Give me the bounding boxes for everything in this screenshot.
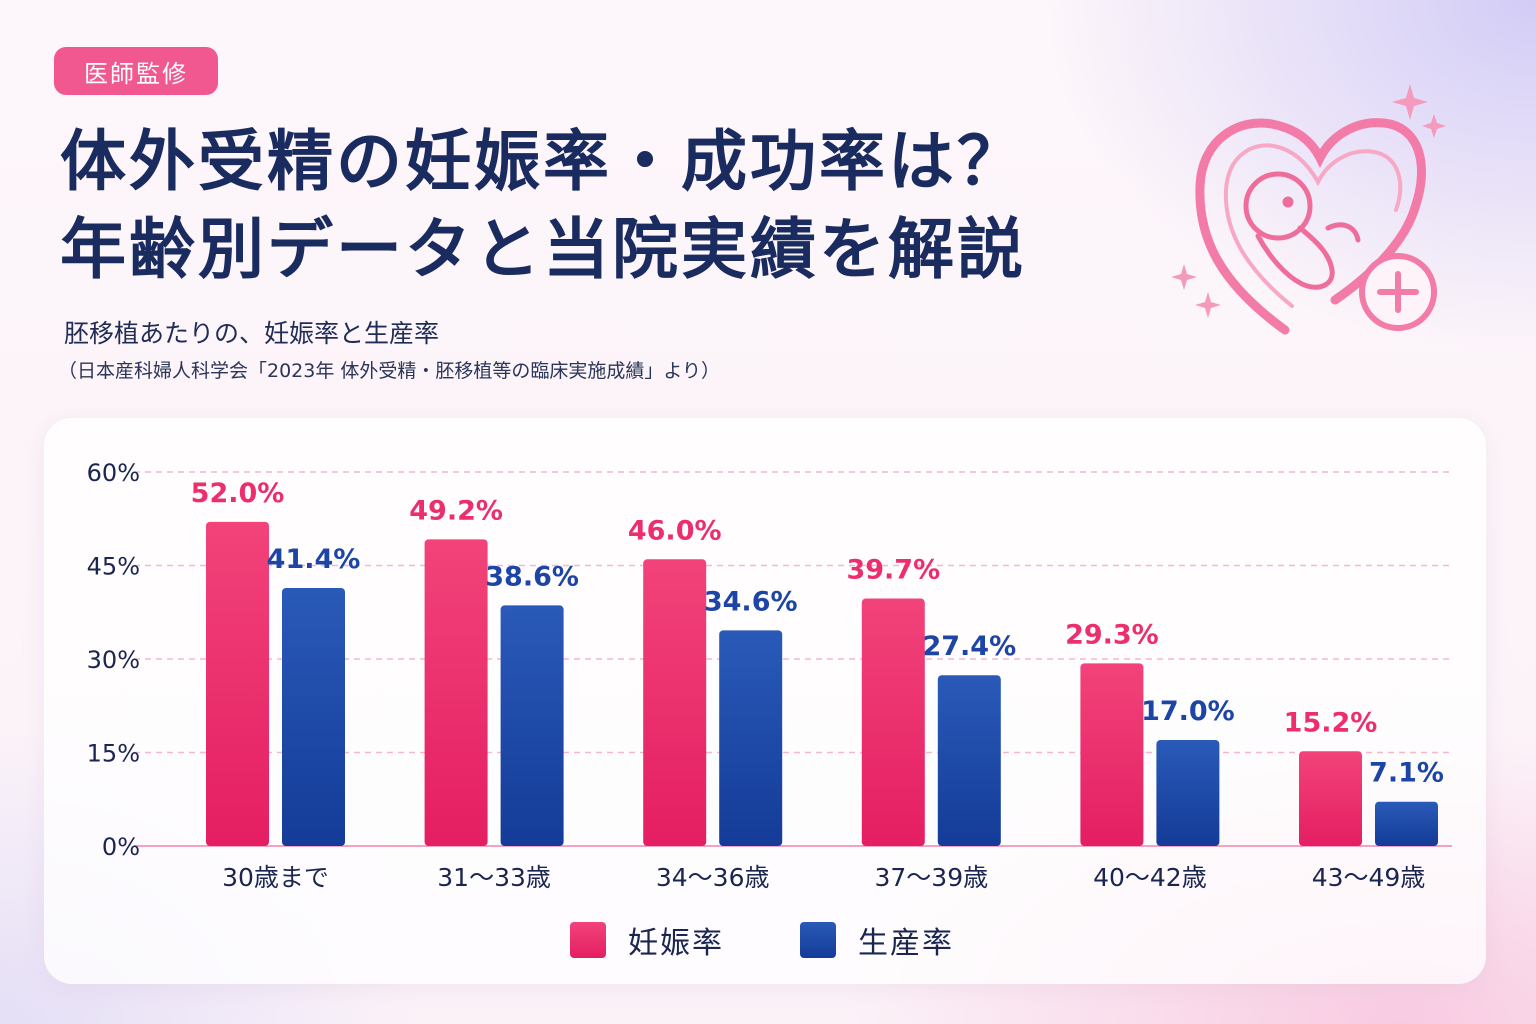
legend-item-live-birth: 生産率 (800, 918, 954, 962)
data-source: （日本産科婦人科学会「2023年 体外受精・胚移植等の臨床実施成績」より） (58, 360, 721, 382)
y-tick-label: 30% (87, 646, 140, 674)
value-label-pregnancy: 46.0% (628, 515, 722, 546)
legend-label-live-birth: 生産率 (858, 926, 954, 961)
bar-pregnancy-rate (861, 598, 925, 846)
y-tick-label: 15% (87, 740, 140, 768)
x-category-label: 34〜36歳 (656, 863, 770, 892)
bar-live-birth-rate (282, 587, 345, 846)
legend-swatch-live-birth (800, 922, 836, 958)
bar-pregnancy-rate (1299, 751, 1362, 846)
y-tick-label: 60% (87, 459, 140, 487)
bar-live-birth-rate (1156, 740, 1220, 846)
bar-pregnancy-rate (1080, 663, 1144, 846)
y-tick-label: 45% (87, 553, 140, 581)
value-label-live-birth: 38.6% (485, 561, 579, 592)
value-label-live-birth: 17.0% (1141, 696, 1235, 727)
chart-subtitle: 胚移植あたりの、妊娠率と生産率 (64, 319, 440, 348)
x-category-label: 37〜39歳 (874, 863, 988, 892)
heart-fetus-illustration (1171, 84, 1446, 335)
bar-pregnancy-rate (206, 521, 269, 846)
bar-pregnancy-rate (643, 559, 707, 846)
heart-icon (1195, 118, 1426, 335)
legend-swatch-pregnancy (570, 922, 606, 958)
legend-item-pregnancy: 妊娠率 (570, 918, 724, 962)
value-label-pregnancy: 29.3% (1065, 619, 1159, 650)
value-label-pregnancy: 52.0% (191, 478, 285, 509)
bar-live-birth-rate (937, 675, 1001, 846)
value-label-live-birth: 27.4% (922, 631, 1016, 662)
supervised-badge: 医師監修 (54, 47, 218, 95)
value-label-live-birth: 34.6% (704, 586, 798, 617)
value-label-pregnancy: 49.2% (409, 495, 503, 526)
x-category-label: 40〜42歳 (1093, 863, 1207, 892)
bar-live-birth-rate (500, 605, 564, 846)
fetus-icon (1243, 171, 1361, 290)
value-label-pregnancy: 39.7% (846, 555, 940, 586)
title-line-2: 年齢別データと当院実績を解説 (60, 211, 1026, 288)
value-label-pregnancy: 15.2% (1284, 707, 1378, 738)
x-category-label: 31〜33歳 (437, 863, 551, 892)
title-line-1: 体外受精の妊娠率・成功率は？ (60, 123, 1026, 200)
x-category-label: 30歳まで (222, 863, 329, 892)
bar-pregnancy-rate (424, 539, 488, 846)
bar-live-birth-rate (1375, 801, 1438, 846)
y-tick-label: 0% (102, 833, 140, 861)
page-title: 体外受精の妊娠率・成功率は？ 年齢別データと当院実績を解説 (60, 118, 1026, 294)
sparkle-icon (1171, 84, 1446, 318)
plus-circle-icon (1359, 253, 1437, 331)
x-category-label: 43〜49歳 (1312, 863, 1426, 892)
bar-live-birth-rate (719, 630, 783, 846)
chart-legend: 妊娠率 生産率 (570, 918, 1030, 962)
value-label-live-birth: 41.4% (267, 544, 361, 575)
legend-label-pregnancy: 妊娠率 (628, 926, 724, 961)
value-label-live-birth: 7.1% (1369, 758, 1444, 789)
